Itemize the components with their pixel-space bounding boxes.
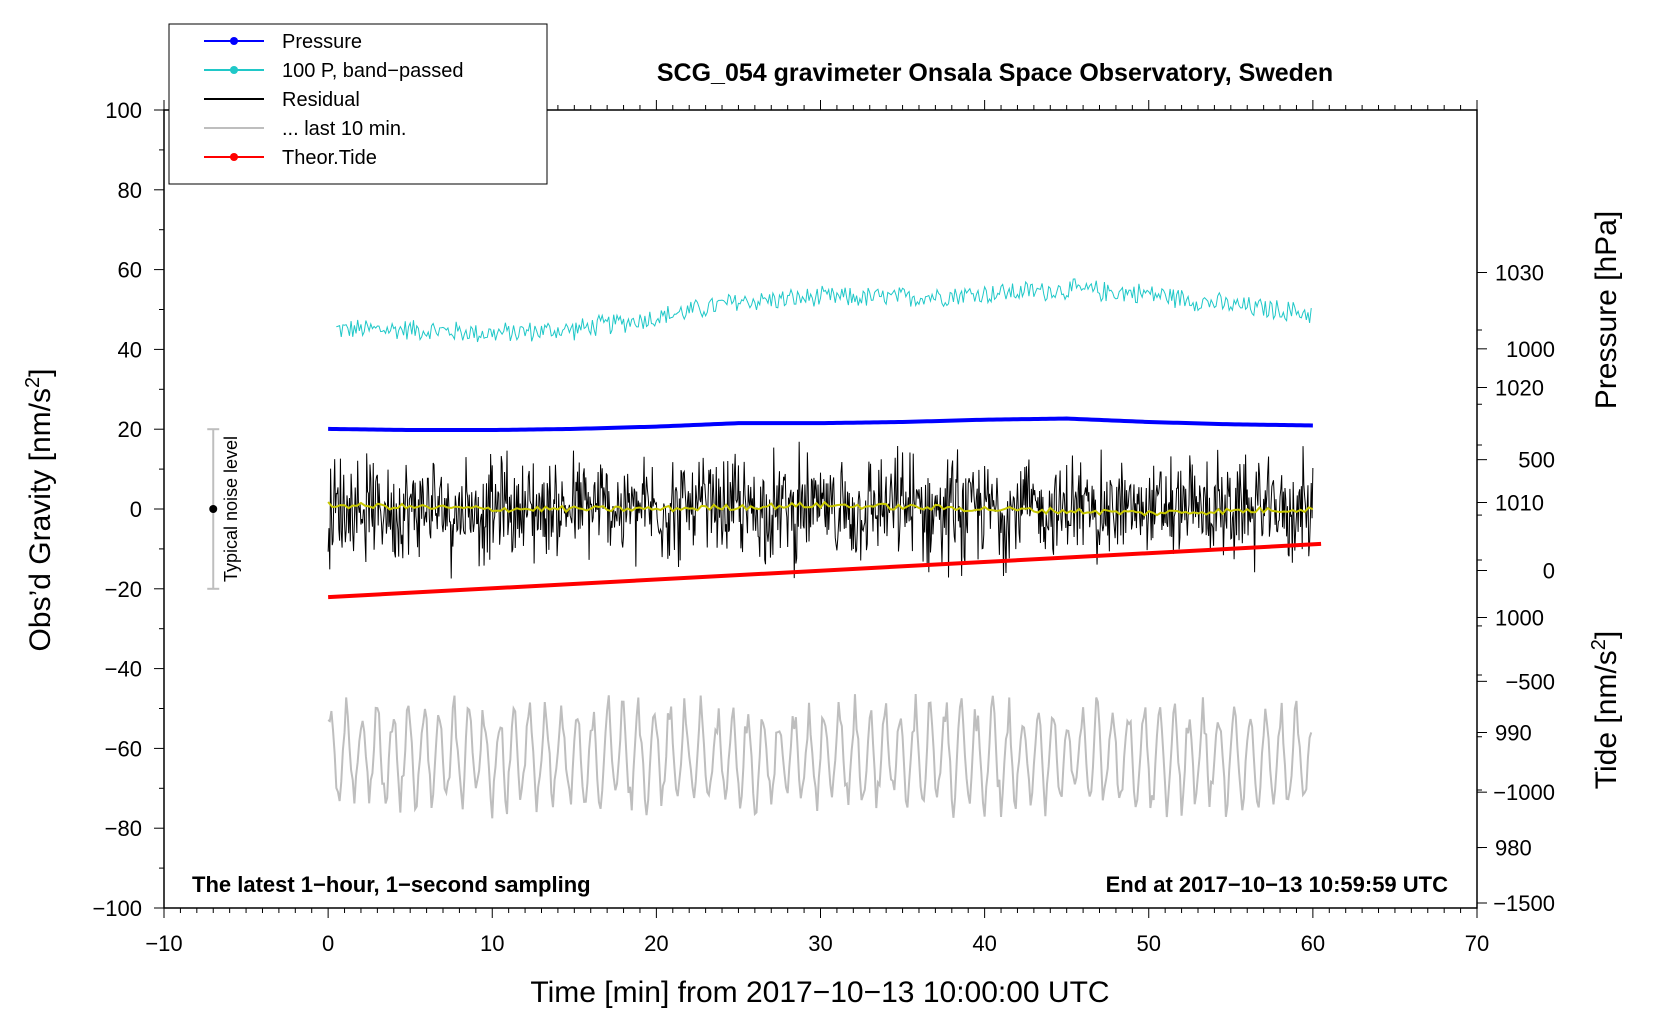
- legend-label-residual: Residual: [282, 89, 360, 111]
- tide-tick-label: 0: [1543, 559, 1555, 584]
- x-tick-label: 10: [480, 931, 504, 956]
- y-tick-label: 0: [130, 497, 142, 522]
- legend-label-100-p-band-passed: 100 P, band−passed: [282, 60, 463, 82]
- legend-label-last-10-min: ... last 10 min.: [282, 118, 407, 140]
- x-tick-labels: −10 0 10 20 30 40 50 60 70: [145, 931, 1489, 956]
- y-tick-label: −100: [92, 896, 142, 921]
- pressure-tick-label: 1020: [1495, 376, 1544, 401]
- y-tick-labels: 100 80 60 40 20 0 −20 −40 −60 −80 −100: [92, 98, 142, 921]
- y-tick-label: 80: [118, 178, 142, 203]
- y-tick-label: −20: [105, 577, 142, 602]
- legend: Pressure 100 P, band−passed Residual ... la…: [168, 23, 548, 185]
- pressure-tick-label: 980: [1495, 836, 1532, 861]
- y-axis-label-left: Obs’d Gravity [nm/s2]: [22, 369, 57, 652]
- pressure-tick-labels: 1030 1020 1010 1000 990 980: [1495, 261, 1544, 861]
- pressure-tick-label: 1030: [1495, 261, 1544, 286]
- annotation-end-time: End at 2017−10−13 10:59:59 UTC: [1106, 872, 1449, 897]
- legend-marker-100-p-band-passed: [230, 66, 238, 74]
- tide-tick-label: 1000: [1506, 337, 1555, 362]
- series-residual: [327, 441, 1314, 579]
- series-theor-tide: [328, 541, 1322, 600]
- tide-tick-label: −500: [1505, 669, 1555, 694]
- pressure-tick-label: 1000: [1495, 606, 1544, 631]
- series-layer: [327, 278, 1322, 819]
- legend-label-pressure: Pressure: [282, 31, 362, 53]
- annotation-sampling: The latest 1−hour, 1−second sampling: [192, 872, 591, 897]
- noise-level-dot: [209, 505, 218, 513]
- y-tick-label: 40: [118, 337, 142, 362]
- series-pressure: [328, 416, 1313, 433]
- y-tick-label: 20: [118, 417, 142, 442]
- legend-marker-pressure: [230, 37, 238, 45]
- x-tick-label: −10: [145, 931, 182, 956]
- x-tick-label: 50: [1137, 931, 1161, 956]
- x-tick-label: 70: [1465, 931, 1489, 956]
- x-tick-label: 20: [644, 931, 668, 956]
- chart-title: SCG_054 gravimeter Onsala Space Observat…: [657, 59, 1333, 87]
- legend-label-theor-tide: Theor.Tide: [282, 147, 377, 169]
- x-tick-label: 40: [972, 931, 996, 956]
- tide-tick-label: 500: [1518, 448, 1555, 473]
- y-tick-label: 60: [118, 258, 142, 283]
- x-tick-label: 0: [322, 931, 334, 956]
- y-axis-label-tide: Tide [nm/s2]: [1588, 631, 1623, 789]
- y-tick-label: −60: [105, 736, 142, 761]
- noise-level-label: Typical noise level: [221, 436, 241, 582]
- pressure-tick-label: 990: [1495, 721, 1532, 746]
- y-tick-label: 100: [105, 98, 142, 123]
- y-axis-label-pressure: Pressure [hPa]: [1590, 211, 1623, 409]
- noise-level-indicator: Typical noise level: [207, 428, 241, 590]
- series-residual-smoothed: [327, 500, 1314, 517]
- series-100-p-band-passed: [336, 278, 1312, 343]
- y-tick-label: −40: [105, 657, 142, 682]
- series-last-10-min: [327, 693, 1313, 819]
- x-axis-label: Time [min] from 2017−10−13 10:00:00 UTC: [530, 976, 1109, 1009]
- y-tick-label: −80: [105, 816, 142, 841]
- x-tick-label: 30: [808, 931, 832, 956]
- pressure-tick-label: 1010: [1495, 491, 1544, 516]
- x-tick-label: 60: [1301, 931, 1325, 956]
- tide-tick-label: −1000: [1493, 780, 1555, 805]
- tide-tick-label: −1500: [1493, 891, 1555, 916]
- legend-marker-theor-tide: [230, 153, 238, 161]
- tide-tick-labels: 1000 500 0 −500 −1000 −1500: [1493, 337, 1555, 916]
